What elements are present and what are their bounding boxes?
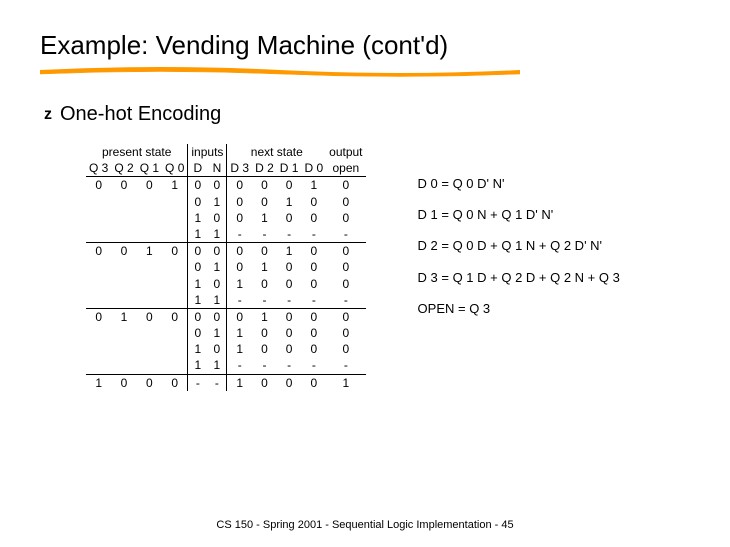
bullet-marker: z: [44, 106, 52, 124]
bullet-text: One-hot Encoding: [60, 103, 221, 126]
equation: D 0 = Q 0 D' N': [418, 168, 620, 199]
equations: D 0 = Q 0 D' N'D 1 = Q 0 N + Q 1 D' N'D …: [418, 168, 620, 324]
bullet-row: z One-hot Encoding: [44, 103, 690, 126]
state-table: present stateinputsnext stateoutputQ 3Q …: [86, 144, 366, 391]
slide-title: Example: Vending Machine (cont'd): [40, 30, 690, 61]
equation: D 2 = Q 0 D + Q 1 N + Q 2 D' N': [418, 230, 620, 261]
equation: OPEN = Q 3: [418, 293, 620, 324]
equation: D 1 = Q 0 N + Q 1 D' N': [418, 199, 620, 230]
title-underline: [40, 65, 520, 75]
equation: D 3 = Q 1 D + Q 2 D + Q 2 N + Q 3: [418, 262, 620, 293]
footer: CS 150 - Spring 2001 - Sequential Logic …: [0, 519, 730, 531]
